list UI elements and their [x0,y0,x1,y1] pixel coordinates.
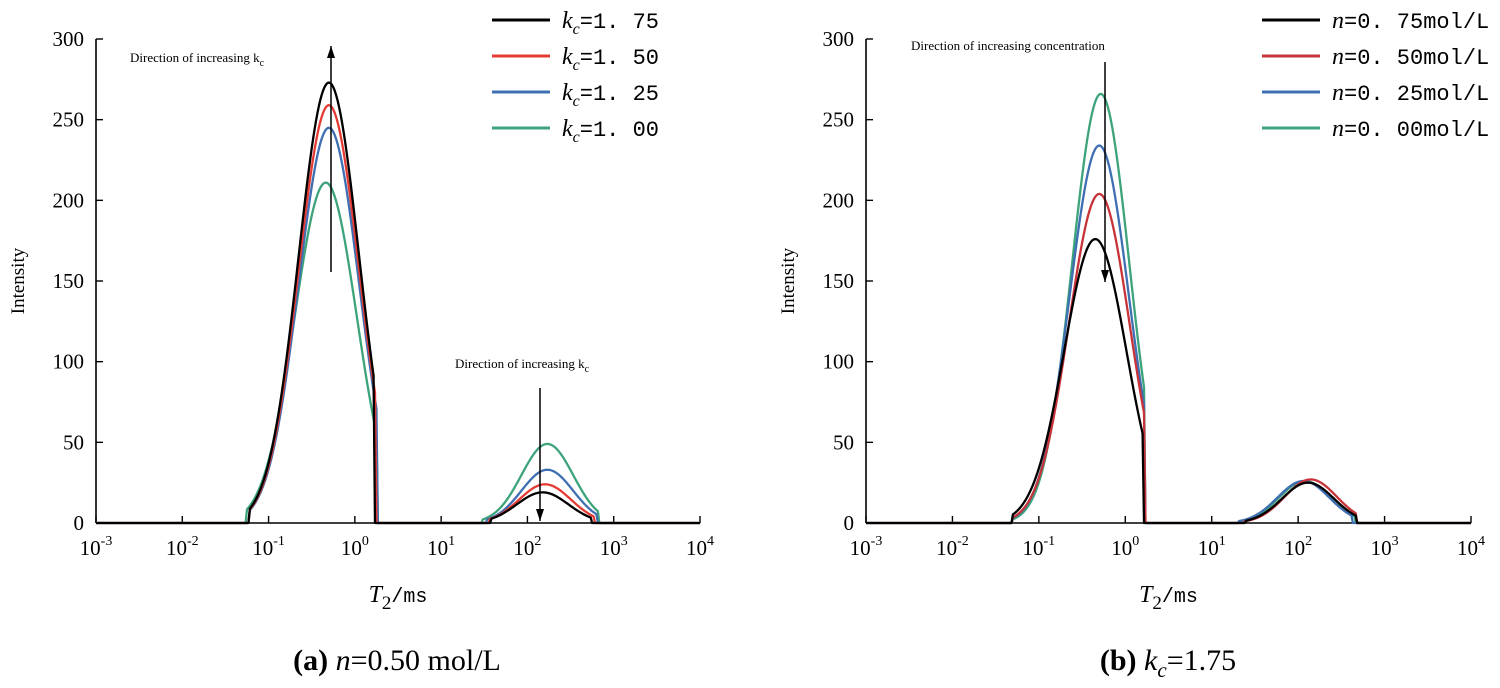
annotation-text: Direction of increasing kc [130,50,265,69]
x-tick-label: 103 [600,534,628,560]
x-tick-label: 10-2 [166,534,199,560]
x-tick-label: 10-3 [80,534,113,560]
panel-caption: (b) kc=1.75 [1100,644,1236,682]
y-tick-label: 250 [823,108,855,132]
legend-label: n=0. 50mol/L [1332,44,1489,71]
y-tick-label: 100 [823,350,855,374]
x-tick-label: 10-1 [252,534,285,560]
annotation-arrow-head [327,46,335,58]
legend-label: kc=1. 75 [562,8,659,38]
series-line [96,81,700,525]
x-axis-title: T2/ms [1139,582,1198,614]
annotation-text: Direction of increasing kc [455,356,590,375]
y-tick-label: 0 [844,511,855,535]
x-tick-label: 103 [1371,534,1399,560]
legend-label: kc=1. 00 [562,116,659,146]
x-tick-label: 10-1 [1023,534,1056,560]
x-tick-label: 10-2 [936,534,969,560]
series-line [866,192,1471,525]
x-tick-label: 104 [686,534,714,560]
y-tick-label: 300 [823,27,855,51]
x-tick-label: 10-3 [850,534,883,560]
annotation-arrow-head [1101,270,1109,282]
x-axis-title: T2/ms [369,582,428,614]
annotation-arrow-head [536,509,544,521]
x-tick-label: 100 [341,534,369,560]
chart-panel-b: 10-3 10-2 10-1 100 101 102 103 104 0 50 100 150 200 2… [778,8,1489,682]
legend-label: kc=1. 50 [562,44,659,74]
y-tick-label: 200 [53,188,85,212]
x-tick-label: 102 [1284,534,1312,560]
y-axis-title: Intensity [8,247,29,314]
y-tick-label: 50 [63,430,84,454]
y-tick-label: 150 [823,269,855,293]
y-tick-label: 250 [53,108,85,132]
y-tick-label: 150 [53,269,85,293]
x-tick-label: 101 [1198,534,1226,560]
series-line [96,104,700,525]
x-tick-label: 100 [1111,534,1139,560]
y-tick-label: 300 [53,27,85,51]
series-line [866,237,1471,525]
y-tick-label: 50 [833,430,854,454]
y-tick-label: 100 [53,350,85,374]
series-line [96,181,700,525]
series-line [96,126,700,525]
y-axis-title: Intensity [778,247,799,314]
x-tick-label: 102 [513,534,541,560]
annotation-text: Direction of increasing concentration [911,38,1105,53]
legend-label: n=0. 75mol/L [1332,8,1489,35]
y-tick-label: 0 [74,511,85,535]
y-tick-label: 200 [823,188,855,212]
series-line [866,92,1471,525]
legend-label: kc=1. 25 [562,80,659,110]
x-tick-label: 101 [427,534,455,560]
legend-label: n=0. 00mol/L [1332,116,1489,143]
legend-label: n=0. 25mol/L [1332,80,1489,107]
x-tick-label: 104 [1457,534,1485,560]
series-line [866,144,1471,525]
panel-caption: (a) n=0.50 mol/L [293,644,501,677]
chart-panel-a: 10-3 10-2 10-1 100 101 102 103 104 0 50 100 150 200 2… [8,8,714,677]
